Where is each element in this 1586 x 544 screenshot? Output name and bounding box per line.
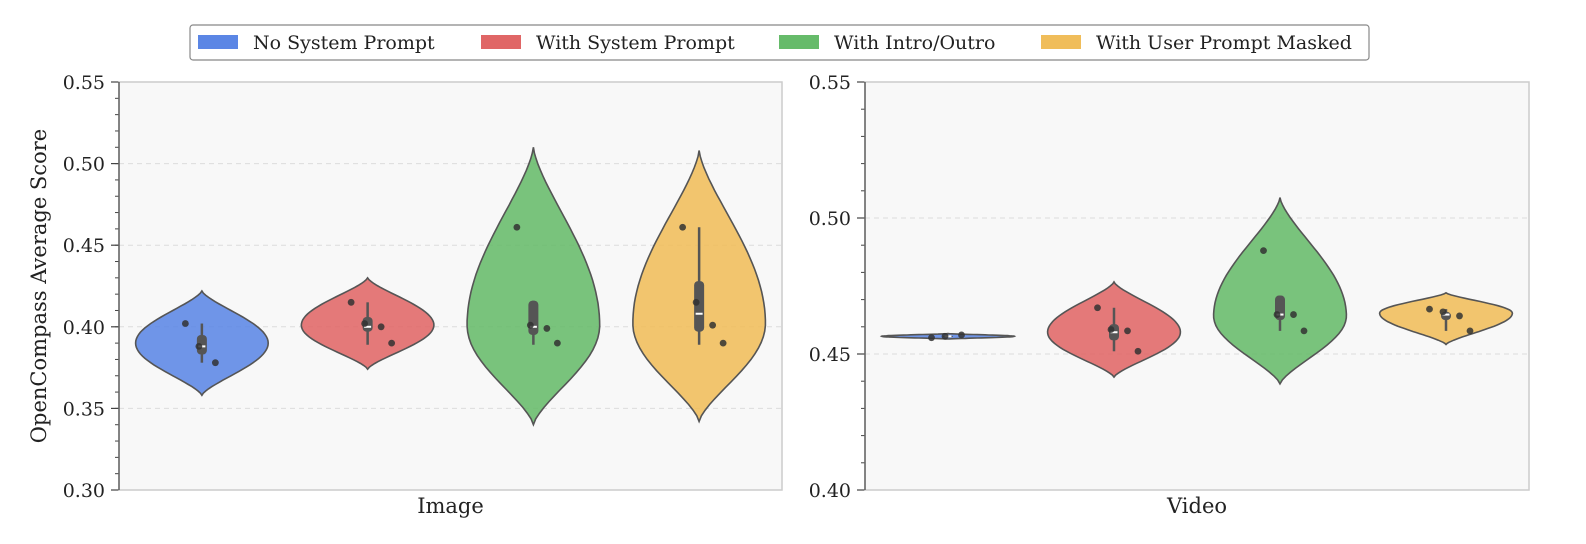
data-point [1273, 311, 1281, 318]
data-point [1426, 305, 1433, 313]
data-point [941, 332, 949, 340]
data-point [553, 339, 561, 347]
data-point [388, 339, 396, 347]
data-point [958, 331, 965, 339]
data-point [526, 321, 534, 329]
violin-body [1212, 197, 1348, 386]
legend-swatch [1041, 35, 1081, 49]
y-tick-label: 0.45 [809, 344, 851, 366]
violin-iqr-box [528, 300, 539, 335]
y-tick-label: 0.35 [63, 398, 105, 420]
data-point [692, 298, 700, 306]
data-point [1466, 327, 1474, 335]
legend-label: With System Prompt [536, 32, 735, 54]
data-point [719, 339, 727, 347]
legend [189, 24, 1370, 61]
data-point [1290, 311, 1297, 318]
data-point [181, 320, 189, 327]
data-point [211, 359, 219, 367]
legend-swatch [481, 35, 521, 49]
panel-video [857, 81, 1530, 491]
data-point [377, 323, 385, 331]
y-tick-label: 0.40 [809, 480, 851, 502]
legend-label: No System Prompt [253, 32, 435, 54]
x-axis-label: Video [1166, 494, 1227, 518]
violin-iqr-box [694, 281, 705, 332]
data-point [1300, 327, 1308, 335]
plot-background [865, 82, 1529, 490]
data-point [1260, 247, 1267, 255]
data-point [361, 320, 369, 327]
y-tick-label: 0.50 [63, 154, 105, 176]
y-tick-label: 0.55 [809, 72, 851, 94]
data-point [709, 321, 717, 329]
data-point [347, 298, 355, 306]
data-point [1456, 312, 1463, 320]
data-point [513, 223, 521, 231]
violin-body [466, 147, 601, 427]
legend-swatch [198, 35, 238, 49]
y-tick-label: 0.50 [809, 208, 851, 230]
legend-label: With User Prompt Masked [1096, 32, 1352, 54]
legend-swatch [779, 35, 819, 49]
data-point [1094, 304, 1101, 312]
data-point [195, 342, 203, 350]
data-point [1124, 327, 1131, 335]
y-axis-label: OpenCompass Average Score [27, 129, 51, 443]
y-tick-label: 0.40 [63, 317, 105, 339]
y-tick-label: 0.55 [63, 72, 105, 94]
x-axis-label: Image [417, 494, 484, 518]
y-tick-label: 0.45 [63, 235, 105, 257]
y-tick-label: 0.30 [63, 480, 105, 502]
legend-label: With Intro/Outro [834, 32, 995, 54]
data-point [543, 325, 551, 332]
data-point [1134, 347, 1142, 355]
data-point [1107, 326, 1115, 333]
data-point [679, 223, 687, 231]
panel-image [111, 81, 783, 491]
data-point [928, 334, 935, 342]
data-point [1439, 308, 1447, 316]
